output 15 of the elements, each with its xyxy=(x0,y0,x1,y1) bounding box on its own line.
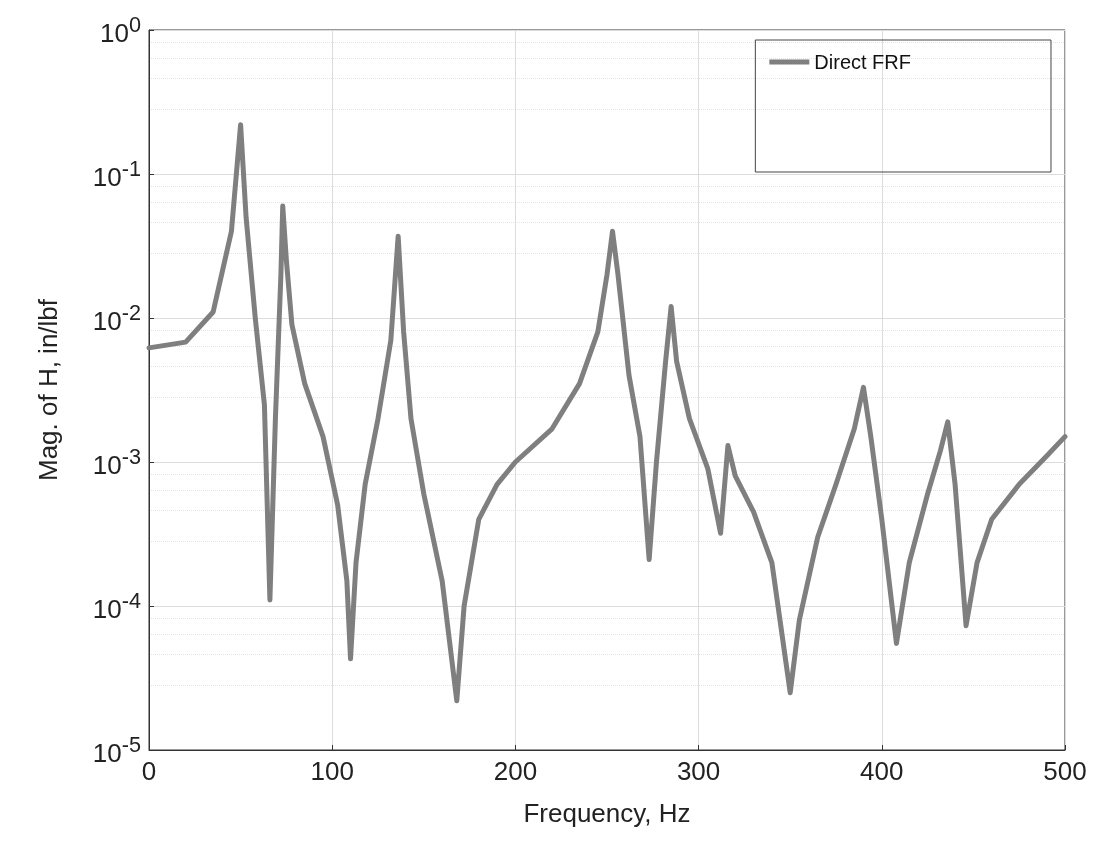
y-tick-label: 10$^{-2}$ xyxy=(92,300,141,336)
x-tick-label: 200 xyxy=(493,756,538,786)
x-tick-label: 0 xyxy=(141,756,157,786)
x-axis-title: Frequency, Hz xyxy=(523,798,691,828)
y-tick-label: 10$^{-4}$ xyxy=(92,588,141,624)
y-tick-label: 10$^{-3}$ xyxy=(92,444,141,480)
legend-label: Direct FRF xyxy=(814,51,912,73)
x-tick-label: 100 xyxy=(310,756,354,786)
y-tick-label: 10$^{-1}$ xyxy=(92,156,141,192)
x-tick-label: 300 xyxy=(676,756,721,786)
y-tick-label: 10$^{-5}$ xyxy=(92,732,141,768)
y-tick-label: 10$^{0}$ xyxy=(100,12,141,48)
x-tick-label: 400 xyxy=(860,756,904,786)
x-tick-label: 500 xyxy=(1043,756,1087,786)
y-axis-title: Mag. of H, in/lbf xyxy=(33,298,63,482)
